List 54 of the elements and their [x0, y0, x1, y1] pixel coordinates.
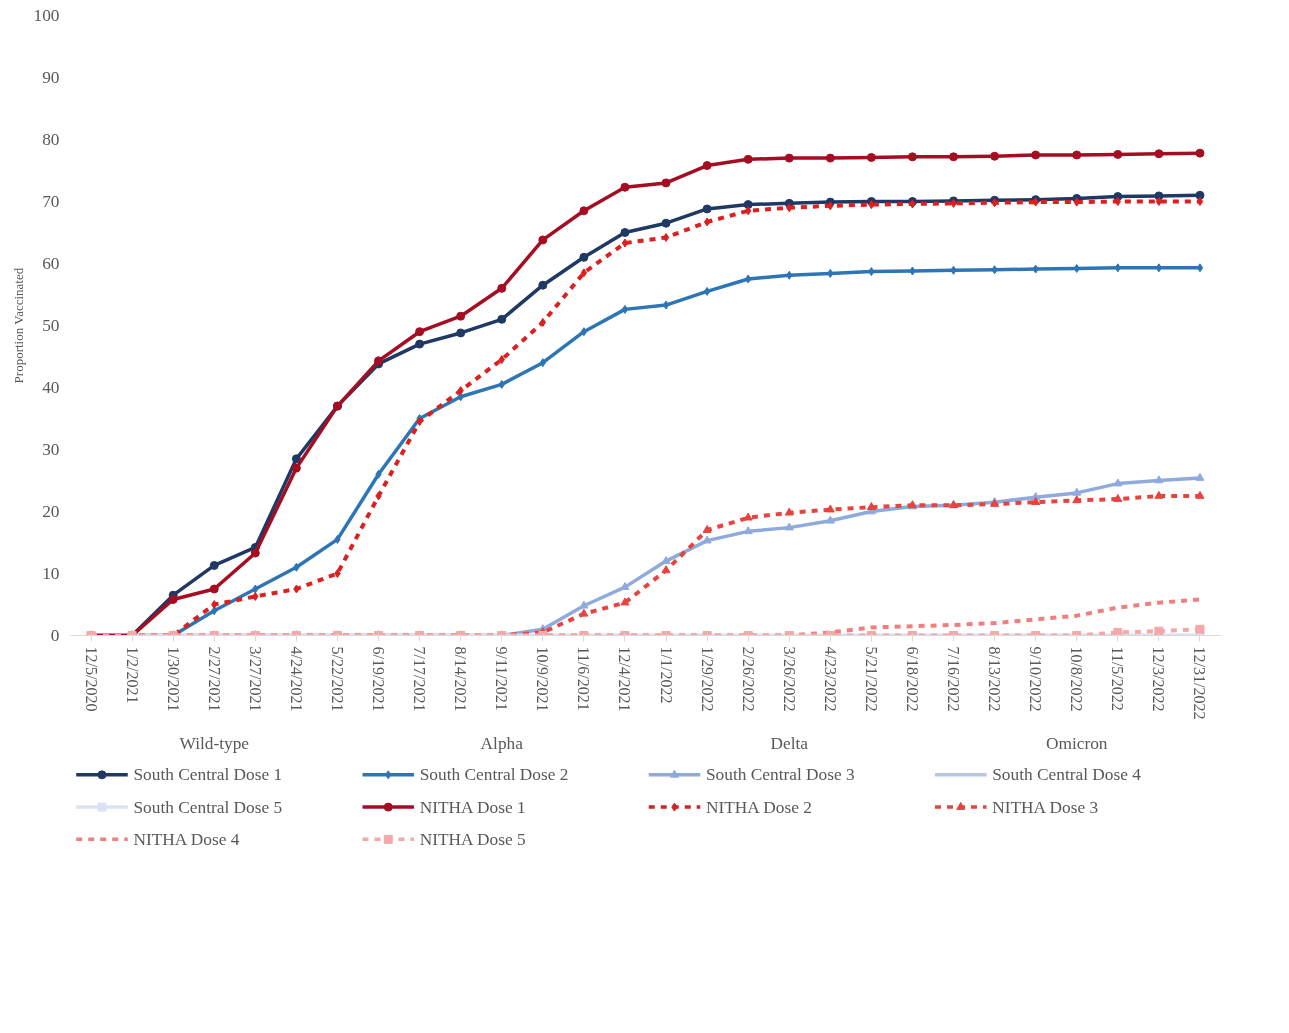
x-tick-label: 11/6/2021	[575, 646, 593, 711]
y-tick-label: 30	[42, 440, 60, 459]
legend-label: NITHA Dose 2	[705, 797, 812, 817]
x-tick-label: 5/21/2022	[862, 646, 880, 712]
x-tick-label: 10/9/2021	[534, 646, 552, 712]
x-tick-label: 4/23/2022	[821, 646, 839, 712]
x-tick-label: 12/3/2022	[1150, 646, 1168, 712]
y-tick-label: 90	[42, 68, 60, 87]
x-tick-label: 5/22/2021	[328, 646, 346, 712]
y-tick-label: 100	[33, 6, 60, 25]
y-tick-label: 50	[42, 316, 60, 335]
y-axis-title: Proportion Vaccinated	[10, 267, 26, 384]
y-tick-label: 10	[42, 564, 60, 583]
legend-label: South Central Dose 1	[133, 765, 283, 785]
x-tick-label: 12/5/2020	[82, 646, 100, 712]
y-tick-label: 20	[42, 502, 60, 521]
x-tick-label: 1/30/2021	[164, 646, 182, 712]
legend-label: South Central Dose 3	[705, 765, 855, 785]
legend-label: NITHA Dose 4	[133, 829, 240, 849]
x-tick-label: 9/10/2022	[1027, 646, 1045, 712]
x-tick-label: 2/27/2021	[205, 646, 223, 712]
legend-label: NITHA Dose 3	[992, 797, 1099, 817]
legend-label: NITHA Dose 5	[419, 829, 526, 849]
x-tick-label: 6/19/2021	[370, 646, 388, 712]
text: Wild-type	[179, 733, 250, 753]
text: Delta	[770, 733, 809, 753]
y-tick-label: 0	[50, 626, 60, 645]
x-tick-label: 12/31/2022	[1191, 646, 1209, 720]
text: Omicron	[1045, 733, 1108, 753]
x-tick-label: 12/4/2021	[616, 646, 634, 712]
x-tick-label: 7/16/2022	[945, 646, 963, 712]
x-tick-label: 11/5/2022	[1109, 646, 1127, 711]
x-tick-label: 6/18/2022	[903, 646, 921, 712]
legend-label: NITHA Dose 1	[419, 797, 526, 817]
x-tick-label: 8/14/2021	[452, 646, 470, 712]
x-tick-label: 8/13/2022	[986, 646, 1004, 712]
legend-label: South Central Dose 5	[133, 797, 283, 817]
x-tick-label: 1/1/2022	[657, 646, 675, 704]
y-tick-label: 40	[42, 378, 60, 397]
x-tick-label: 4/24/2021	[287, 646, 305, 712]
text: Alpha	[480, 733, 524, 753]
y-tick-label: 80	[42, 130, 60, 149]
x-tick-label: 7/17/2021	[411, 646, 429, 712]
x-tick-label: 1/2/2021	[123, 646, 141, 704]
y-tick-label: 70	[42, 192, 60, 211]
legend-label: South Central Dose 4	[992, 765, 1142, 785]
x-tick-label: 3/27/2021	[246, 646, 264, 712]
x-tick-label: 1/29/2022	[698, 646, 716, 712]
x-tick-label: 9/11/2021	[493, 646, 511, 711]
x-tick-label: 3/26/2022	[780, 646, 798, 712]
x-tick-label: 10/8/2022	[1068, 646, 1086, 712]
x-tick-label: 2/26/2022	[739, 646, 757, 712]
legend-label: South Central Dose 2	[419, 765, 569, 785]
y-tick-label: 60	[42, 254, 60, 273]
